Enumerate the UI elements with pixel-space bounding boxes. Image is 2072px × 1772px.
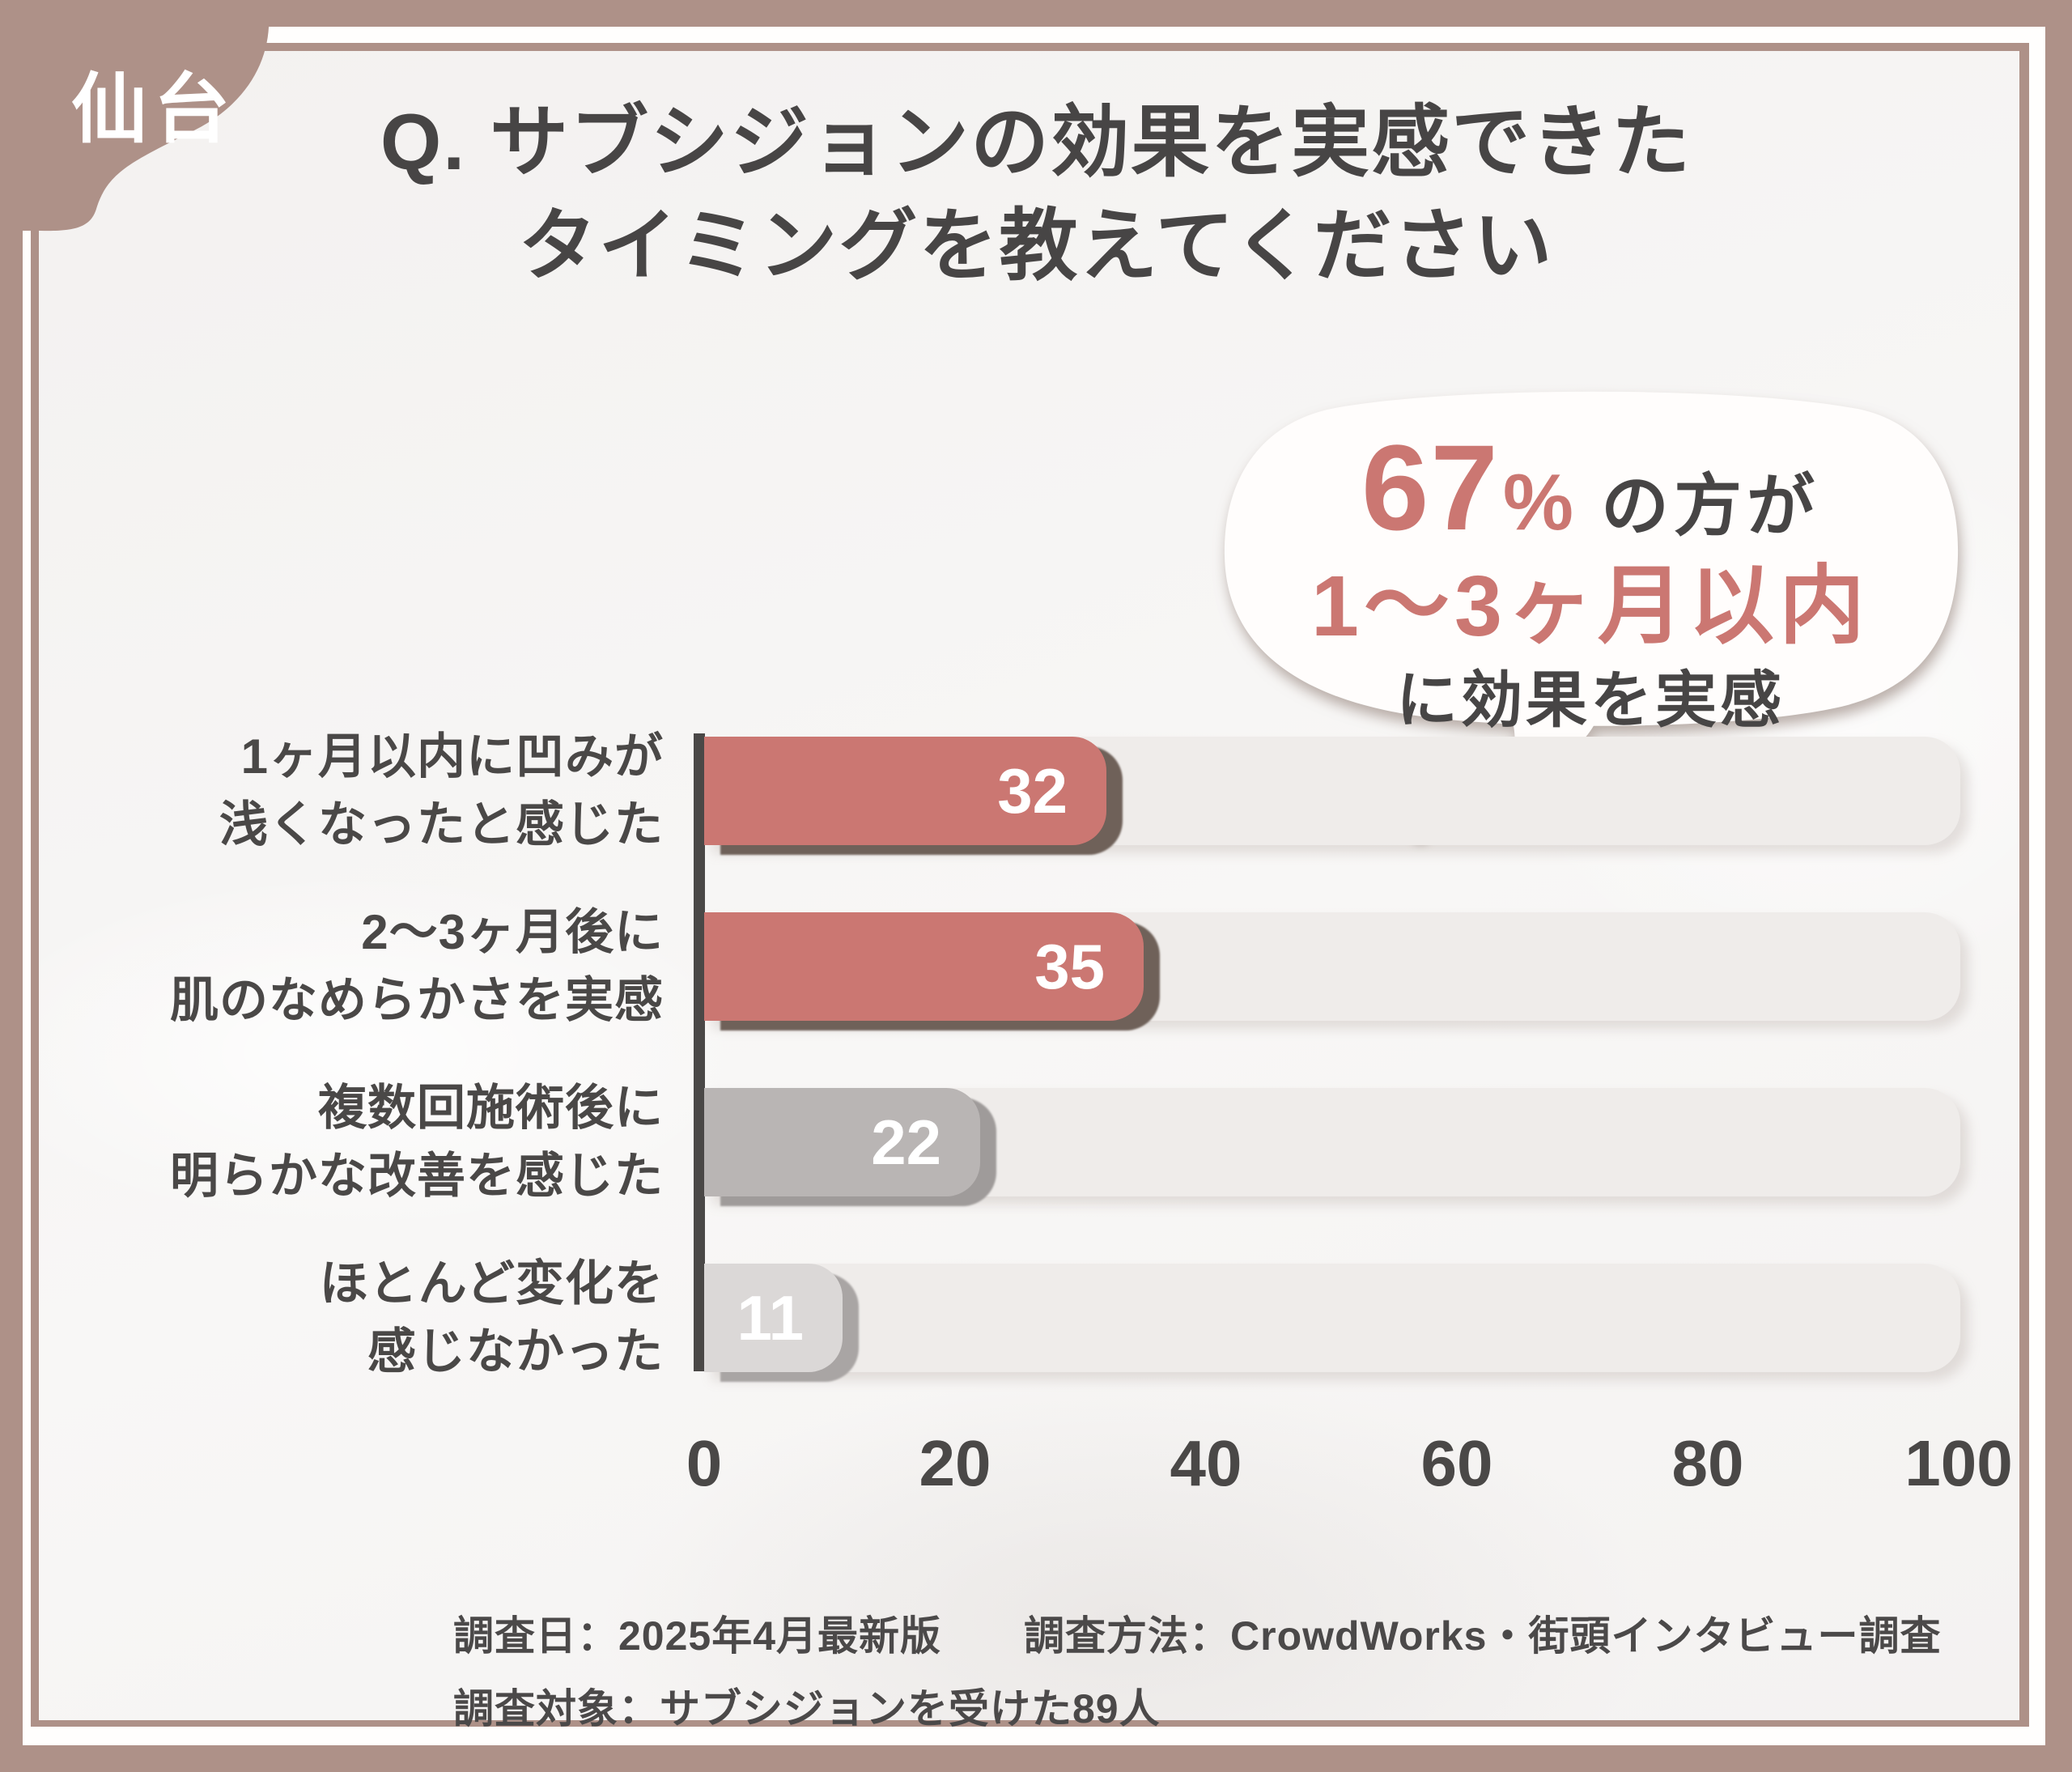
- corner-blob-shape: [0, 0, 270, 232]
- bubble-line-2: 1〜3ヶ月以内: [1311, 559, 1870, 654]
- bar-track: 11: [704, 1264, 1960, 1372]
- title-line-1: Q. サブシジョンの効果を実感できた: [380, 98, 1692, 186]
- bar: 11: [704, 1264, 843, 1372]
- bar: 32: [704, 737, 1106, 845]
- chart-row: 2〜3ヶ月後に 肌のなめらかさを実感 35: [0, 905, 2072, 1027]
- bar-value-label: 35: [1034, 931, 1105, 1002]
- bar-value-label: 22: [871, 1107, 941, 1178]
- bar-track: 35: [704, 912, 1960, 1021]
- survey-meta-line-1: 調査日：2025年4月最新版 調査方法：CrowdWorks・街頭インタビュー調…: [453, 1613, 1942, 1659]
- x-tick-label: 20: [919, 1427, 991, 1499]
- bar-value-label: 11: [737, 1282, 804, 1353]
- category-label-line: 明らかな改善を感じた: [170, 1149, 664, 1203]
- x-tick-label: 60: [1420, 1427, 1493, 1499]
- chart-row: 1ヶ月以内に凹みが 浅くなったと感じた 32: [0, 729, 2072, 852]
- bar-track: 32: [704, 737, 1960, 845]
- category-label-line: 浅くなったと感じた: [219, 797, 664, 852]
- bubble-line-1: 67 % の方が: [1361, 427, 1819, 548]
- category-label-line: 2〜3ヶ月後に: [361, 905, 664, 959]
- x-tick-label: 40: [1170, 1427, 1242, 1499]
- chart-row: ほとんど変化を 感じなかった 11: [0, 1256, 2072, 1379]
- category-label: 複数回施術後に 明らかな改善を感じた: [73, 1081, 664, 1203]
- percent-sign: %: [1502, 457, 1573, 546]
- x-tick-label: 100: [1904, 1427, 2013, 1499]
- category-label-line: 肌のなめらかさを実感: [170, 973, 664, 1027]
- category-label: 2〜3ヶ月後に 肌のなめらかさを実感: [73, 905, 664, 1027]
- category-label-line: ほとんど変化を: [319, 1256, 664, 1311]
- badge-label: 仙台: [71, 66, 237, 151]
- speech-bubble-text: 67 % の方が 1〜3ヶ月以内 に効果を実感: [1218, 385, 1963, 735]
- bubble-line-1-rest: の方が: [1600, 468, 1819, 544]
- content-card: [39, 51, 2019, 1720]
- survey-meta-line-2: 調査対象：サブシジョンを受けた89人: [453, 1686, 1161, 1732]
- category-label-line: 1ヶ月以内に凹みが: [240, 729, 664, 784]
- bar-track: 22: [704, 1088, 1960, 1196]
- category-label-line: 複数回施術後に: [318, 1081, 664, 1135]
- category-label: 1ヶ月以内に凹みが 浅くなったと感じた: [73, 729, 664, 852]
- category-label: ほとんど変化を 感じなかった: [73, 1256, 664, 1379]
- highlight-percent: 67: [1361, 419, 1500, 555]
- y-axis-line: [694, 733, 705, 1371]
- chart-row: 複数回施術後に 明らかな改善を感じた 22: [0, 1081, 2072, 1203]
- title-line-2: タイミングを教えてください: [518, 202, 1554, 291]
- speech-bubble: 67 % の方が 1〜3ヶ月以内 に効果を実感: [1218, 385, 1963, 783]
- bar: 35: [704, 912, 1144, 1021]
- bar: 22: [704, 1088, 980, 1196]
- bar-value-label: 32: [997, 755, 1068, 827]
- category-label-line: 感じなかった: [367, 1324, 664, 1379]
- page-title: Q. サブシジョンの効果を実感できた タイミングを教えてください: [0, 91, 2072, 298]
- bubble-line-3: に効果を実感: [1396, 665, 1785, 735]
- x-tick-label: 0: [686, 1427, 723, 1499]
- x-tick-label: 80: [1671, 1427, 1744, 1499]
